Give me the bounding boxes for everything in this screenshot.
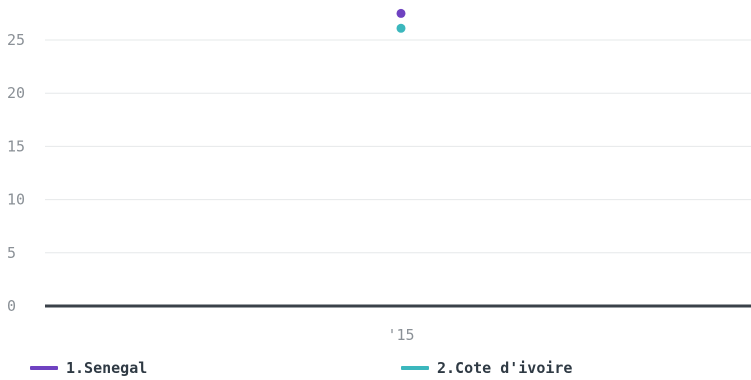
- y-tick-label: 0: [7, 297, 16, 315]
- data-points: [396, 8, 406, 33]
- y-tick-label: 10: [7, 191, 25, 209]
- x-tick-label: '15: [387, 326, 414, 344]
- legend-swatch-senegal: [30, 366, 58, 370]
- data-point-2-cote-d-ivoire[interactable]: [396, 23, 406, 33]
- gridlines: [45, 39, 751, 308]
- legend-swatch-cote-divoire: [401, 366, 429, 370]
- chart-plot-area: 0 5 10 15 20 25 '15: [7, 8, 751, 344]
- y-axis-tick-labels: 0 5 10 15 20 25: [7, 31, 25, 315]
- x-axis-tick-labels: '15: [387, 326, 414, 344]
- legend-item-cote-divoire[interactable]: 2.Cote d'ivoire: [401, 356, 572, 380]
- y-tick-label: 25: [7, 31, 25, 49]
- y-tick-label: 20: [7, 84, 25, 102]
- y-tick-label: 15: [7, 137, 25, 155]
- y-tick-label: 5: [7, 244, 16, 262]
- legend-label-cote-divoire: 2.Cote d'ivoire: [437, 359, 573, 377]
- legend-item-senegal[interactable]: 1.Senegal: [30, 356, 147, 380]
- data-point-1-senegal[interactable]: [396, 8, 406, 18]
- legend: 1.Senegal 2.Cote d'ivoire: [0, 356, 751, 380]
- legend-label-senegal: 1.Senegal: [66, 359, 148, 377]
